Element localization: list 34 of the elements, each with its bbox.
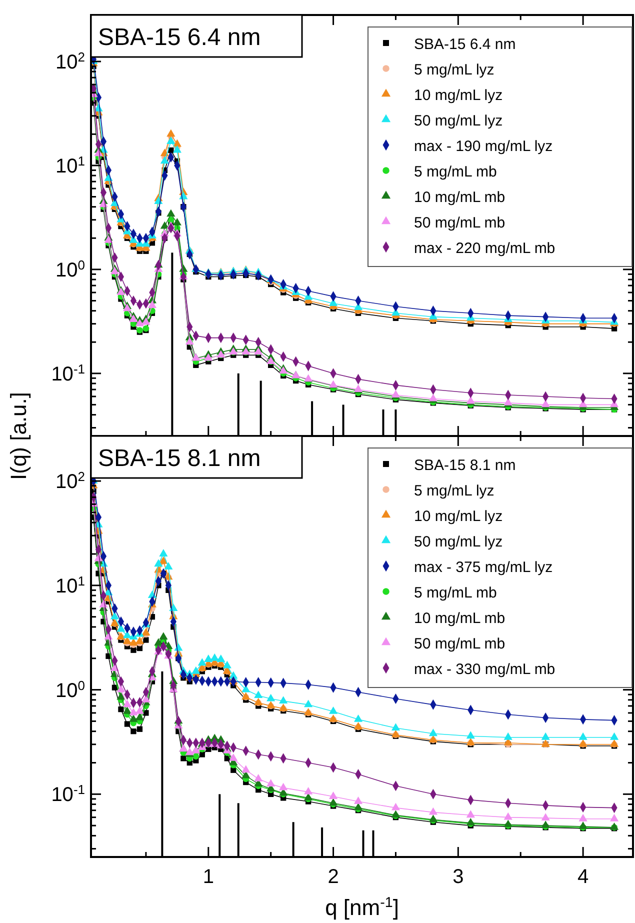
y-tick-label: 10$^{0}$ — [56, 256, 85, 282]
legend-label: 50 mg/mL mb — [414, 636, 506, 652]
chart-title: SBA-15 6.4 nm — [98, 24, 261, 51]
y-tick-label: 10$^{2}$ — [56, 48, 85, 74]
x-axis-title: q [nm$^{-1}$] — [325, 895, 399, 920]
legend-label: 10 mg/mL mb — [414, 610, 506, 627]
legend-label: 10 mg/mL lyz — [414, 508, 503, 525]
legend-label: 5 mg/mL lyz — [414, 62, 494, 78]
y-tick-label: 10$^{1}$ — [56, 572, 85, 598]
legend-label: max - 220 mg/mL mb — [414, 240, 556, 257]
legend-label: 5 mg/mL lyz — [414, 482, 494, 500]
legend-label: max - 375 mg/mL lyz — [414, 559, 553, 576]
x-tick-label: 4 — [577, 866, 589, 888]
chart-title: SBA-15 8.1 nm — [98, 445, 261, 472]
legend-label: max - 190 mg/mL lyz — [414, 138, 553, 155]
x-tick-label: 3 — [452, 866, 464, 888]
legend-label: 50 mg/mL mb — [414, 214, 506, 232]
legend-label: 50 mg/mL lyz — [414, 112, 503, 130]
legend-label: SBA-15 6.4 nm — [414, 36, 516, 53]
y-tick-label: 10$^{2}$ — [56, 468, 85, 494]
legend-label: max - 330 mg/mL mb — [414, 661, 556, 678]
y-tick-label: 10$^{1}$ — [56, 152, 85, 178]
legend-label: 5 mg/mL mb — [414, 164, 497, 180]
y-tick-label: 10$^{0}$ — [56, 677, 85, 702]
legend-label: 50 mg/mL lyz — [414, 534, 503, 550]
legend-label: SBA-15 8.1 nm — [414, 457, 516, 474]
x-tick-label: 1 — [202, 866, 214, 888]
x-tick-label: 2 — [328, 866, 339, 888]
y-axis-title: I(q) [a.u.] — [6, 392, 31, 480]
legend-label: 5 mg/mL mb — [414, 584, 497, 602]
legend-label: 10 mg/mL lyz — [414, 87, 503, 104]
y-tick-label: 10$^{-1}$ — [51, 782, 85, 806]
legend-label: 10 mg/mL mb — [414, 189, 506, 206]
y-tick-label: 10$^{-1}$ — [51, 360, 85, 386]
